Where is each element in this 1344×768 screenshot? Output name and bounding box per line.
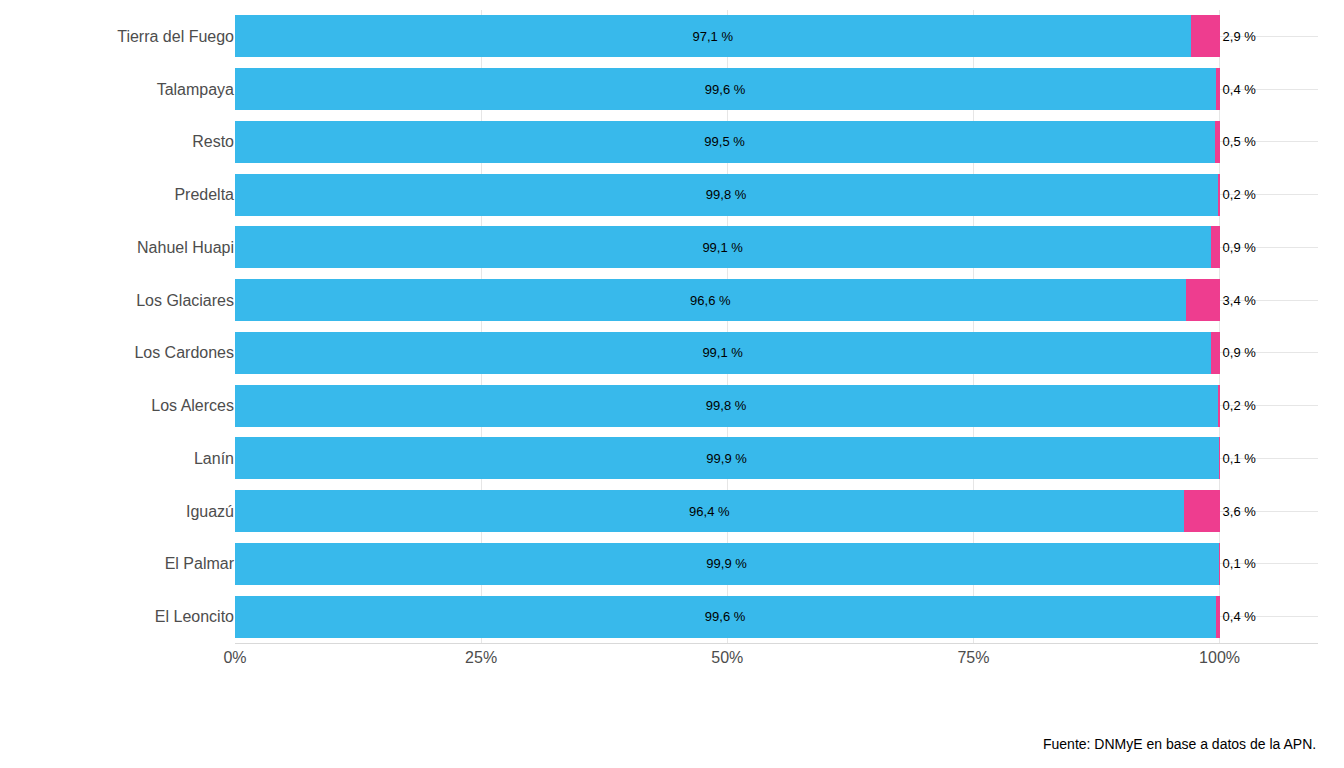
svg-text:Tierra del Fuego: Tierra del Fuego — [117, 28, 234, 45]
svg-text:75%: 75% — [957, 649, 989, 666]
svg-text:0,5 %: 0,5 % — [1223, 134, 1257, 149]
svg-text:50%: 50% — [711, 649, 743, 666]
svg-text:Los Alerces: Los Alerces — [151, 397, 234, 414]
svg-text:0,2 %: 0,2 % — [1223, 187, 1257, 202]
svg-text:3,4 %: 3,4 % — [1223, 293, 1257, 308]
svg-text:2,9 %: 2,9 % — [1223, 29, 1257, 44]
svg-text:99,9 %: 99,9 % — [706, 556, 747, 571]
svg-text:Nahuel Huapi: Nahuel Huapi — [137, 239, 234, 256]
svg-text:0,4 %: 0,4 % — [1223, 82, 1257, 97]
svg-text:Los Glaciares: Los Glaciares — [136, 292, 234, 309]
svg-text:99,1 %: 99,1 % — [702, 240, 743, 255]
svg-text:0,1 %: 0,1 % — [1223, 451, 1257, 466]
svg-text:99,8 %: 99,8 % — [706, 398, 747, 413]
svg-text:El Palmar: El Palmar — [165, 555, 235, 572]
svg-text:0,4 %: 0,4 % — [1223, 609, 1257, 624]
svg-text:El Leoncito: El Leoncito — [155, 608, 234, 625]
svg-text:99,6 %: 99,6 % — [705, 82, 746, 97]
svg-text:99,8 %: 99,8 % — [706, 187, 747, 202]
svg-text:Fuente: DNMyE en base a datos: Fuente: DNMyE en base a datos de la APN. — [1043, 736, 1316, 752]
svg-text:99,6 %: 99,6 % — [705, 609, 746, 624]
svg-text:0,9 %: 0,9 % — [1223, 345, 1257, 360]
svg-text:0,2 %: 0,2 % — [1223, 398, 1257, 413]
svg-text:Predelta: Predelta — [174, 186, 234, 203]
svg-text:97,1 %: 97,1 % — [693, 29, 734, 44]
svg-text:100%: 100% — [1199, 649, 1240, 666]
svg-text:99,9 %: 99,9 % — [706, 451, 747, 466]
svg-text:25%: 25% — [465, 649, 497, 666]
svg-text:Iguazú: Iguazú — [186, 503, 234, 520]
svg-text:0,9 %: 0,9 % — [1223, 240, 1257, 255]
svg-text:96,6 %: 96,6 % — [690, 293, 731, 308]
svg-text:3,6 %: 3,6 % — [1223, 504, 1257, 519]
svg-text:99,5 %: 99,5 % — [704, 134, 745, 149]
svg-text:Los Cardones: Los Cardones — [134, 344, 234, 361]
svg-text:0%: 0% — [223, 649, 246, 666]
svg-text:0,1 %: 0,1 % — [1223, 556, 1257, 571]
svg-text:96,4 %: 96,4 % — [689, 504, 730, 519]
svg-text:Lanín: Lanín — [194, 450, 234, 467]
svg-text:99,1 %: 99,1 % — [702, 345, 743, 360]
svg-text:Resto: Resto — [192, 133, 234, 150]
svg-text:Talampaya: Talampaya — [157, 81, 234, 98]
